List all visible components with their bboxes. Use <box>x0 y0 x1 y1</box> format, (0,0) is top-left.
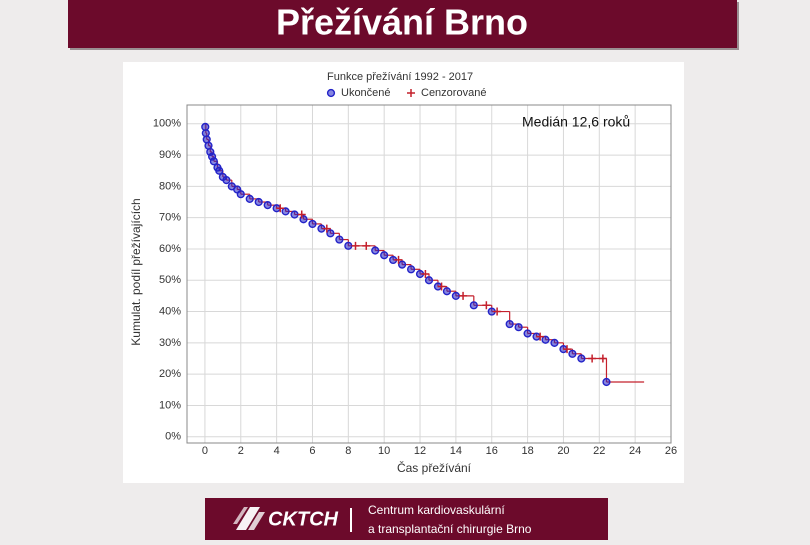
data-point <box>469 301 478 310</box>
y-tick-label: 30% <box>159 337 181 349</box>
x-tick-label: 2 <box>238 445 244 457</box>
data-point <box>505 319 514 329</box>
x-tick-label: 26 <box>665 445 677 457</box>
data-point <box>421 270 430 278</box>
data-point <box>577 354 586 363</box>
logo-icon <box>233 507 265 530</box>
x-tick-label: 24 <box>629 445 641 457</box>
data-point <box>215 166 224 175</box>
data-point <box>514 323 523 332</box>
data-point <box>263 201 272 210</box>
slide-title: Přežívání Brno <box>276 2 528 43</box>
x-tick-label: 14 <box>450 445 462 457</box>
data-point <box>598 354 607 363</box>
data-point <box>254 197 263 207</box>
logo-text: CKTCH <box>268 508 339 530</box>
data-point <box>326 229 335 238</box>
annotation: Medián 12,6 roků <box>522 114 630 130</box>
x-tick-label: 6 <box>309 445 315 457</box>
y-tick-label: 70% <box>159 212 181 224</box>
x-tick-label: 20 <box>557 445 569 457</box>
y-tick-label: 80% <box>159 180 181 192</box>
x-tick-label: 16 <box>486 445 498 457</box>
x-tick-label: 0 <box>202 445 208 457</box>
x-tick-label: 12 <box>414 445 426 457</box>
y-tick-label: 60% <box>159 243 181 255</box>
header-bar <box>68 0 737 48</box>
legend-label: Ukončené <box>341 87 391 99</box>
data-point <box>245 194 254 203</box>
x-tick-label: 10 <box>378 445 390 457</box>
data-point <box>308 219 317 229</box>
y-tick-label: 100% <box>153 118 181 130</box>
data-point <box>335 235 344 244</box>
data-point <box>371 246 380 255</box>
y-tick-label: 10% <box>159 399 181 411</box>
data-point <box>380 251 389 260</box>
data-point <box>222 176 231 185</box>
data-point <box>276 204 285 213</box>
x-tick-label: 8 <box>345 445 351 457</box>
legend-label: Cenzorované <box>421 87 486 99</box>
data-point <box>602 377 611 387</box>
legend-title: Funkce přežívání 1992 - 2017 <box>327 71 473 83</box>
data-point <box>322 224 331 233</box>
data-point <box>351 241 360 250</box>
legend-marker <box>407 89 415 97</box>
x-axis-label: Čas přežívání <box>397 460 472 475</box>
data-point <box>588 354 597 363</box>
data-point <box>442 287 452 296</box>
data-point <box>523 329 532 338</box>
data-point <box>536 332 545 341</box>
y-tick-label: 0% <box>165 431 181 443</box>
data-point <box>550 338 559 347</box>
plot-frame <box>186 104 672 444</box>
data-point <box>424 276 434 285</box>
data-point <box>568 349 577 358</box>
data-point <box>236 190 245 199</box>
chart: 0%10%20%30%40%50%60%70%80%90%100%0 2 4 6 8 10… <box>129 71 677 475</box>
footer-line: Centrum kardiovaskulární <box>368 503 505 517</box>
x-tick-label: 4 <box>274 445 280 457</box>
data-point <box>344 241 353 250</box>
y-tick-label: 20% <box>159 368 181 380</box>
data-point <box>459 291 468 300</box>
data-point <box>398 260 407 269</box>
data-point <box>209 157 218 166</box>
data-point <box>281 207 290 216</box>
legend-marker <box>326 88 336 98</box>
footer-line: a transplantační chirurgie Brno <box>368 522 532 536</box>
data-point <box>297 210 306 219</box>
y-axis-label: Kumulat. podíl přežívajících <box>129 198 143 345</box>
data-point <box>482 301 491 310</box>
data-point <box>290 210 299 219</box>
y-tick-label: 40% <box>159 305 181 317</box>
y-tick-label: 50% <box>159 274 181 286</box>
x-tick-label: 18 <box>521 445 533 457</box>
data-point <box>437 282 446 291</box>
footer-bar <box>205 498 608 540</box>
data-point <box>493 307 502 316</box>
data-point <box>362 241 371 250</box>
data-point <box>406 265 416 274</box>
y-tick-label: 90% <box>159 149 181 161</box>
data-point <box>451 291 460 301</box>
data-point <box>563 345 572 354</box>
data-point <box>541 335 550 344</box>
data-point <box>394 255 403 264</box>
x-tick-label: 22 <box>593 445 605 457</box>
